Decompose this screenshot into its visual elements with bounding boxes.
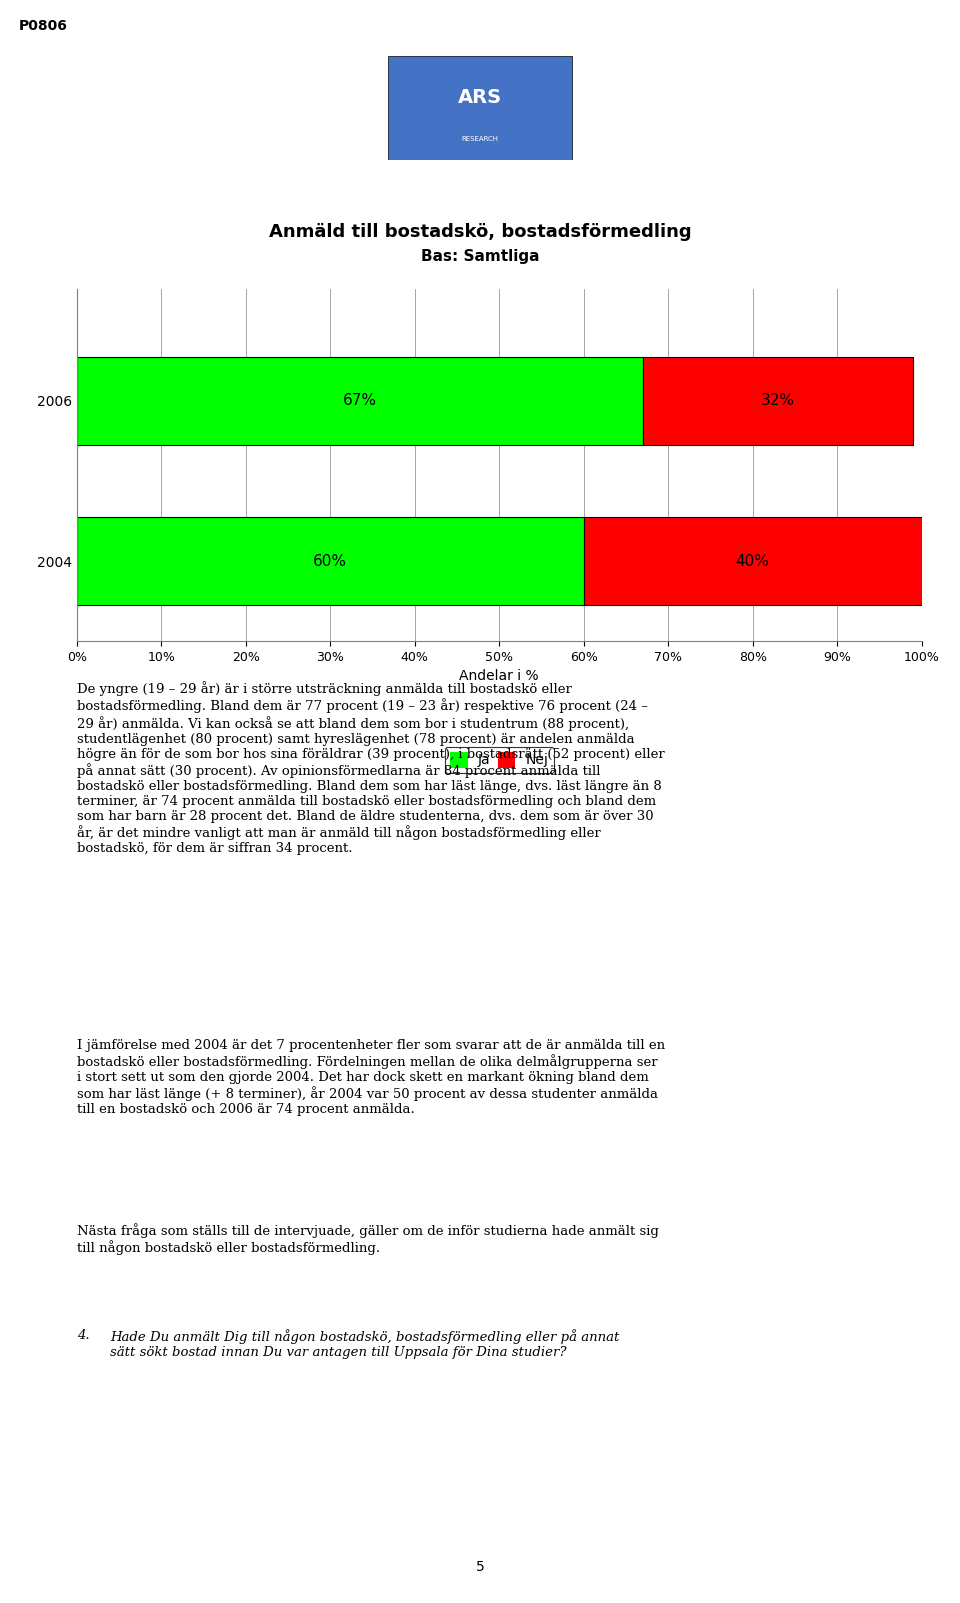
- Text: I jämförelse med 2004 är det 7 procentenheter fler som svarar att de är anmälda : I jämförelse med 2004 är det 7 procenten…: [77, 1039, 665, 1116]
- Text: Nästa fråga som ställs till de intervjuade, gäller om de inför studierna hade an: Nästa fråga som ställs till de intervjua…: [77, 1223, 659, 1255]
- Text: 67%: 67%: [343, 393, 377, 409]
- Bar: [584, 518, 922, 606]
- Text: Bas: Samtliga: Bas: Samtliga: [420, 248, 540, 264]
- Bar: [643, 357, 913, 446]
- X-axis label: Andelar i %: Andelar i %: [460, 670, 539, 683]
- Text: 40%: 40%: [735, 553, 770, 569]
- Bar: [77, 518, 584, 606]
- Text: 5: 5: [475, 1560, 485, 1574]
- Legend: Ja, Nej: Ja, Nej: [444, 747, 554, 773]
- Text: De yngre (19 – 29 år) är i större utsträckning anmälda till bostadskö eller
bost: De yngre (19 – 29 år) är i större utsträ…: [77, 681, 664, 854]
- Text: ARS: ARS: [458, 88, 502, 107]
- FancyBboxPatch shape: [388, 56, 572, 160]
- Text: Anmäld till bostadskö, bostadsförmedling: Anmäld till bostadskö, bostadsförmedling: [269, 223, 691, 242]
- Text: P0806: P0806: [19, 19, 68, 34]
- Text: 60%: 60%: [313, 553, 348, 569]
- Text: 4.: 4.: [77, 1329, 89, 1342]
- Text: 32%: 32%: [761, 393, 795, 409]
- Bar: [77, 357, 643, 446]
- Text: RESEARCH: RESEARCH: [462, 136, 498, 143]
- Text: Hade Du anmält Dig till någon bostadskö, bostadsförmedling eller på annat
sätt s: Hade Du anmält Dig till någon bostadskö,…: [110, 1329, 620, 1359]
